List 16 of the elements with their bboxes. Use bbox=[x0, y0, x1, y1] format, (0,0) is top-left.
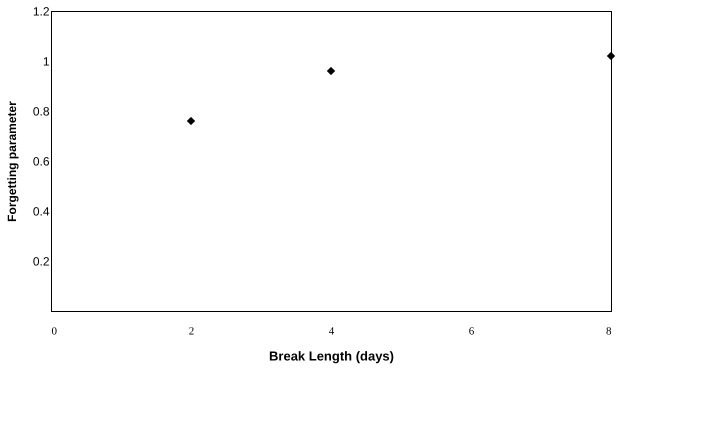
x-tick-label: 8 bbox=[606, 326, 612, 338]
y-axis-title: Forgetting parameter bbox=[4, 100, 19, 222]
point bbox=[326, 66, 336, 76]
point bbox=[186, 116, 196, 126]
y-tick-label: 0.6 bbox=[32, 154, 50, 168]
x-tick-label: 6 bbox=[468, 326, 475, 338]
x-tick-label: 2 bbox=[188, 326, 194, 338]
y-tick-label: 0.8 bbox=[32, 104, 50, 118]
y-tick-label: 0.4 bbox=[32, 204, 50, 218]
y-tick-label: 1.2 bbox=[32, 4, 50, 18]
point bbox=[606, 52, 616, 60]
x-axis-title: Break Length (days) bbox=[269, 348, 394, 364]
y-tick-label: 1 bbox=[42, 54, 50, 68]
x-tick-label: 4 bbox=[328, 326, 335, 338]
x-tick-label: 0 bbox=[52, 326, 58, 338]
y-tick-label: 0.2 bbox=[32, 254, 50, 268]
